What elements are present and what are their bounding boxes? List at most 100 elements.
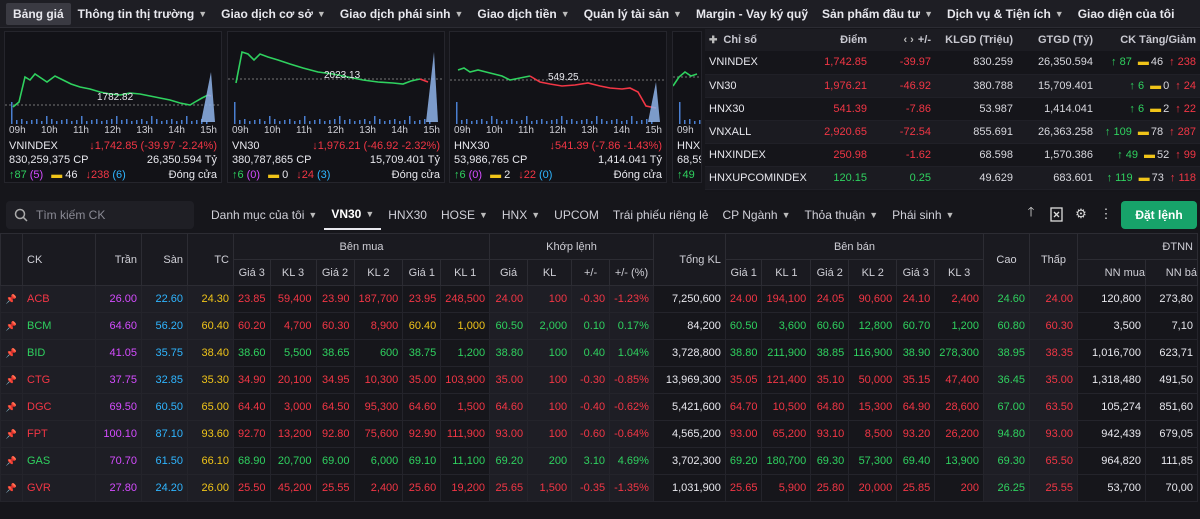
bid-price-3[interactable]: 60.20: [233, 312, 271, 340]
bid-price-2[interactable]: 34.95: [315, 366, 355, 394]
stock-row[interactable]: 📌 BCM 64.60 56.20 60.40 60.20 4,700 60.30 8,900 6…: [0, 312, 1198, 340]
ask-price-3[interactable]: 69.40: [896, 447, 936, 475]
bid-price-1[interactable]: 60.40: [402, 312, 442, 340]
bid-price-2[interactable]: 25.55: [315, 474, 355, 502]
ask-price-1[interactable]: 25.65: [724, 474, 763, 502]
ask-price-1[interactable]: 64.70: [724, 393, 763, 421]
bid-price-3[interactable]: 38.60: [233, 339, 271, 367]
ask-price-2[interactable]: 35.10: [810, 366, 850, 394]
tab-hnx[interactable]: HNX ▼: [495, 200, 547, 230]
bid-price-3[interactable]: 92.70: [233, 420, 271, 448]
col-index-name[interactable]: ✚ Chỉ số: [705, 29, 813, 51]
ask-price-1[interactable]: 24.00: [724, 285, 763, 313]
nav-item-8[interactable]: Dịch vụ & Tiện ích ▼: [940, 0, 1071, 28]
tab-trái-phiếu-riêng-lẻ[interactable]: Trái phiếu riêng lẻ: [606, 200, 716, 230]
bid-price-1[interactable]: 64.60: [402, 393, 442, 421]
tab-upcom[interactable]: UPCOM: [547, 200, 606, 230]
nav-item-6[interactable]: Margin - Vay ký quỹ: [689, 0, 815, 28]
ask-price-3[interactable]: 64.90: [896, 393, 936, 421]
pin-icon[interactable]: 📌: [0, 339, 23, 367]
ask-price-1[interactable]: 35.05: [724, 366, 763, 394]
nav-item-5[interactable]: Quản lý tài sản ▼: [577, 0, 689, 28]
ask-price-1[interactable]: 69.20: [724, 447, 763, 475]
nav-item-9[interactable]: Giao diện của tôi: [1071, 0, 1182, 28]
bid-price-1[interactable]: 35.00: [402, 366, 442, 394]
index-row[interactable]: VN30 1,976.21 -46.92 380.788 15,709.401 ↑ 6 ▬ 0…: [705, 74, 1200, 98]
index-card-vnindex[interactable]: 1782.82 09h 10h 11h 12h 13h 14h 15h VNINDEX ↓1,74…: [4, 31, 222, 183]
tab-hnx30[interactable]: HNX30: [381, 200, 434, 230]
stock-row[interactable]: 📌 ACB 26.00 22.60 24.30 23.85 59,400 23.90 187,7…: [0, 285, 1198, 313]
stock-symbol[interactable]: BID: [22, 339, 96, 367]
nav-item-1[interactable]: Thông tin thị trường ▼: [71, 0, 214, 28]
bid-price-2[interactable]: 23.90: [315, 285, 355, 313]
index-row[interactable]: HNX30 541.39 -7.86 53.987 1,414.041 ↑ 6 ▬ 2 ↑ 22: [705, 97, 1200, 121]
bid-price-3[interactable]: 64.40: [233, 393, 271, 421]
nav-item-7[interactable]: Sản phẩm đầu tư ▼: [815, 0, 940, 28]
ask-price-2[interactable]: 24.05: [810, 285, 850, 313]
tab-vn30[interactable]: VN30 ▼: [324, 200, 382, 230]
bid-price-1[interactable]: 92.90: [402, 420, 442, 448]
stock-row[interactable]: 📌 DGC 69.50 60.50 65.00 64.40 3,000 64.50 95,300…: [0, 393, 1198, 421]
place-order-button[interactable]: Đặt lệnh: [1121, 201, 1197, 229]
index-card-hnx30[interactable]: 549.25 09h 10h 11h 12h 13h 14h 15h HNX30 ↓541.39 …: [449, 31, 667, 183]
pin-icon[interactable]: 📌: [0, 285, 23, 313]
bid-price-2[interactable]: 69.00: [315, 447, 355, 475]
bid-price-1[interactable]: 38.75: [402, 339, 442, 367]
bid-price-3[interactable]: 25.50: [233, 474, 271, 502]
scroll-top-icon[interactable]: 🡑: [1027, 204, 1035, 219]
index-row[interactable]: VNXALL 2,920.65 -72.54 855.691 26,363.258 ↑ 1…: [705, 120, 1200, 144]
swap-icon[interactable]: ‹ ›: [903, 34, 914, 46]
stock-symbol[interactable]: FPT: [22, 420, 96, 448]
pin-all-icon[interactable]: ✚: [709, 35, 718, 46]
bid-price-3[interactable]: 23.85: [233, 285, 271, 313]
tab-thỏa-thuận[interactable]: Thỏa thuận ▼: [798, 200, 886, 230]
ask-price-2[interactable]: 64.80: [810, 393, 850, 421]
index-row[interactable]: VNINDEX 1,742.85 -39.97 830.259 26,350.594 ↑ …: [705, 51, 1200, 75]
col-symbol[interactable]: CK: [22, 233, 96, 286]
pin-icon[interactable]: 📌: [0, 312, 23, 340]
ask-price-3[interactable]: 35.15: [896, 366, 936, 394]
ask-price-2[interactable]: 25.80: [810, 474, 850, 502]
ask-price-1[interactable]: 38.80: [724, 339, 763, 367]
search-input[interactable]: [36, 208, 186, 222]
stock-row[interactable]: 📌 FPT 100.10 87.10 93.60 92.70 13,200 92.80 75,6…: [0, 420, 1198, 448]
pin-icon[interactable]: 📌: [0, 366, 23, 394]
nav-item-0[interactable]: Bảng giá: [6, 2, 71, 25]
ask-price-3[interactable]: 93.20: [896, 420, 936, 448]
more-vertical-icon[interactable]: ⋮: [1099, 206, 1113, 221]
pin-icon[interactable]: 📌: [0, 420, 23, 448]
stock-row[interactable]: 📌 GAS 70.70 61.50 66.10 68.90 20,700 69.00 6,000…: [0, 447, 1198, 475]
ask-price-3[interactable]: 38.90: [896, 339, 936, 367]
bid-price-2[interactable]: 92.80: [315, 420, 355, 448]
bid-price-2[interactable]: 60.30: [315, 312, 355, 340]
bid-price-1[interactable]: 69.10: [402, 447, 442, 475]
pin-icon[interactable]: 📌: [0, 447, 23, 475]
index-card-vn30[interactable]: 2023.13 09h 10h 11h 12h 13h 14h 15h VN30 ↓1,976.2…: [227, 31, 445, 183]
bid-price-3[interactable]: 68.90: [233, 447, 271, 475]
stock-symbol[interactable]: GAS: [22, 447, 96, 475]
index-row[interactable]: HNXINDEX 250.98 -1.62 68.598 1,570.386 ↑ 49 ▬ 5…: [705, 143, 1200, 167]
nav-item-3[interactable]: Giao dịch phái sinh ▼: [333, 0, 471, 28]
stock-symbol[interactable]: DGC: [22, 393, 96, 421]
stock-row[interactable]: 📌 GVR 27.80 24.20 26.00 25.50 45,200 25.55 2,400…: [0, 474, 1198, 502]
ask-price-1[interactable]: 93.00: [724, 420, 763, 448]
tab-hose[interactable]: HOSE ▼: [434, 200, 495, 230]
stock-symbol[interactable]: BCM: [22, 312, 96, 340]
ask-price-1[interactable]: 60.50: [724, 312, 763, 340]
ask-price-3[interactable]: 60.70: [896, 312, 936, 340]
ask-price-3[interactable]: 24.10: [896, 285, 936, 313]
ask-price-2[interactable]: 69.30: [810, 447, 850, 475]
excel-export-icon[interactable]: [1047, 205, 1065, 223]
index-card-hnxindex[interactable]: 09h HNXINDEX 68,59 ↑49: [672, 31, 702, 183]
bid-price-3[interactable]: 34.90: [233, 366, 271, 394]
ask-price-2[interactable]: 38.85: [810, 339, 850, 367]
pin-icon[interactable]: 📌: [0, 474, 23, 502]
bid-price-1[interactable]: 25.60: [402, 474, 442, 502]
tab-cp-ngành[interactable]: CP Ngành ▼: [715, 200, 797, 230]
bid-price-2[interactable]: 38.65: [315, 339, 355, 367]
bid-price-1[interactable]: 23.95: [402, 285, 442, 313]
bid-price-2[interactable]: 64.50: [315, 393, 355, 421]
nav-item-4[interactable]: Giao dịch tiền ▼: [470, 0, 576, 28]
tab-danh-mục-của-tôi[interactable]: Danh mục của tôi ▼: [204, 200, 324, 230]
ask-price-2[interactable]: 93.10: [810, 420, 850, 448]
